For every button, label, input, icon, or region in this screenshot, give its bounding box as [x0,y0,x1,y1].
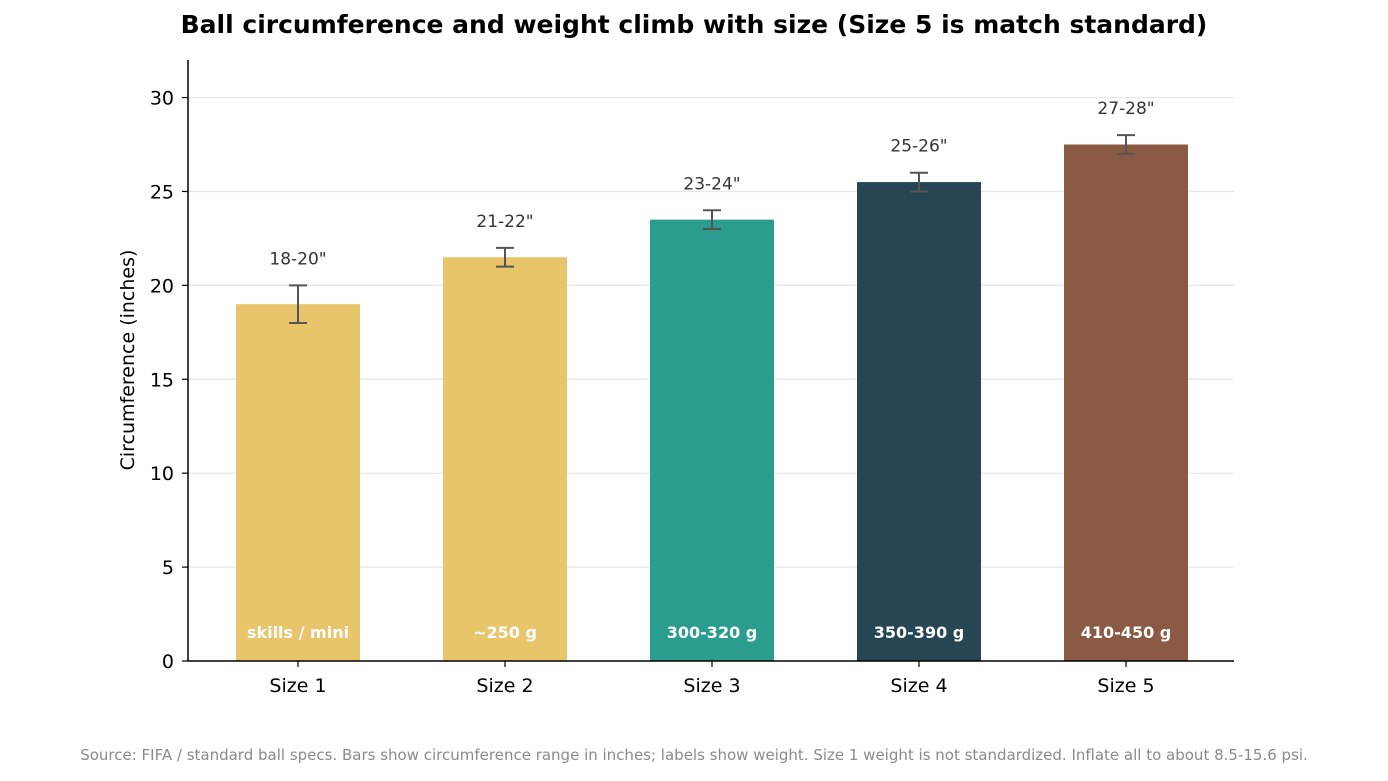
bar [1064,144,1188,661]
x-tick-label: Size 1 [269,675,326,697]
range-label: 21-22" [476,212,533,232]
range-label: 18-20" [269,249,326,269]
x-tick-label: Size 2 [476,675,533,697]
x-tick-label: Size 3 [683,675,740,697]
weight-label: 300-320 g [667,623,757,642]
y-tick-label: 20 [150,275,174,297]
y-tick-label: 0 [162,651,174,673]
weight-label: 350-390 g [874,623,964,642]
bar [443,257,567,661]
range-label: 25-26" [890,137,947,157]
weight-label: 410-450 g [1081,623,1171,642]
y-axis-label: Circumference (inches) [117,250,139,471]
error-bars [289,134,1135,324]
x-tick-label: Size 4 [890,675,947,697]
x-tick-label: Size 5 [1097,675,1154,697]
error-bar [496,246,514,268]
axes: 0 5 10 15 20 25 30 Size 1 Size 2 Size 3 Size 4 Size… [150,60,1234,697]
weight-label: ~250 g [473,623,537,642]
bar [650,219,774,661]
range-label: 27-28" [1097,99,1154,119]
y-tick-label: 5 [162,557,174,579]
error-bar [289,284,307,324]
error-bar [910,171,928,193]
bar [857,182,981,661]
bars [236,144,1188,661]
error-bar [1117,134,1135,155]
range-label: 23-24" [683,174,740,194]
chart-title: Ball circumference and weight climb with… [180,10,1208,39]
bar-labels: 18-20" skills / mini 21-22" ~250 g 23-24" 300… [247,99,1171,642]
y-tick-label: 30 [150,88,174,110]
source-note: Source: FIFA / standard ball specs. Bars… [80,746,1308,764]
y-tick-label: 10 [150,463,174,485]
y-tick-label: 25 [150,181,174,203]
weight-label: skills / mini [247,623,349,642]
error-bar [703,209,721,231]
y-tick-label: 15 [150,369,174,391]
bar [236,304,360,661]
